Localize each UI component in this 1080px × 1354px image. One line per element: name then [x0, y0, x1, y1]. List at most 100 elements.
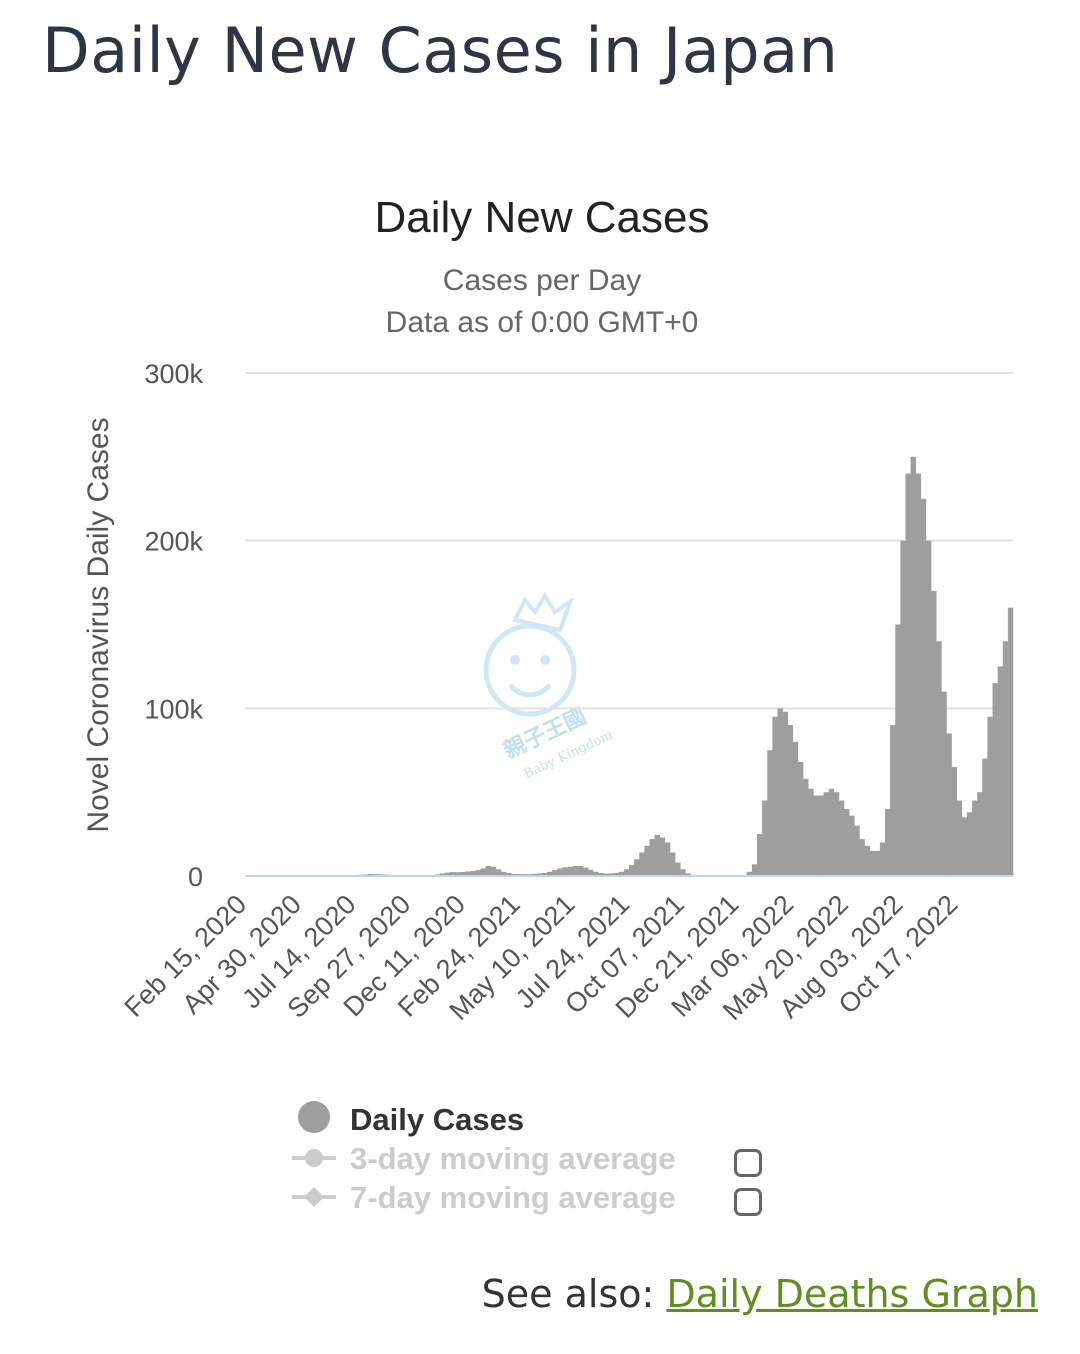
bar: [797, 761, 804, 876]
bar: [787, 725, 794, 876]
legend-marker-diamond-icon: [304, 1187, 324, 1207]
bar: [951, 767, 957, 876]
bar: [567, 866, 573, 876]
bar: [890, 725, 896, 876]
bar: [813, 795, 819, 876]
bar: [987, 716, 993, 876]
bar: [961, 817, 968, 876]
bar: [966, 812, 973, 876]
bar: [762, 800, 768, 876]
legend-item-7-day-average[interactable]: 7-day moving average: [292, 1180, 676, 1215]
bar: [757, 834, 763, 876]
bar: [808, 788, 814, 876]
bar: [910, 456, 917, 876]
see-also: See also: Daily Deaths Graph: [482, 1272, 1038, 1316]
bar: [654, 834, 661, 876]
bar: [506, 872, 512, 876]
y-tick-label: 200k: [144, 527, 203, 557]
bar: [977, 792, 983, 876]
y-axis-ticks: 0 100k 200k 300k: [144, 359, 203, 892]
bar-series-daily-cases: [245, 456, 1014, 876]
bar: [854, 825, 860, 876]
bar: [593, 871, 599, 876]
bar: [828, 788, 835, 876]
bar: [920, 498, 927, 876]
bar: [1007, 607, 1014, 876]
bar: [501, 871, 507, 876]
bar: [490, 866, 497, 876]
legend-item-daily-cases[interactable]: Daily Cases: [298, 1101, 524, 1137]
bar: [582, 867, 589, 876]
bar: [818, 795, 824, 876]
watermark-smile-icon: [508, 683, 552, 698]
legend-item-3-day-average[interactable]: 3-day moving average: [292, 1141, 676, 1176]
bar: [777, 708, 783, 876]
bar: [547, 871, 553, 876]
bar: [879, 842, 886, 876]
bar: [598, 872, 604, 876]
bar: [475, 870, 481, 876]
bar: [680, 869, 686, 876]
bar: [454, 872, 461, 876]
bar: [767, 750, 773, 876]
bar: [849, 815, 855, 876]
bar: [675, 862, 681, 876]
bar: [956, 800, 963, 876]
watermark-face-icon: [483, 623, 577, 717]
daily-deaths-graph-link[interactable]: Daily Deaths Graph: [666, 1272, 1038, 1316]
bar: [460, 871, 466, 876]
bar: [449, 872, 456, 876]
bar: [557, 868, 563, 876]
bar: [874, 850, 881, 876]
bar: [470, 870, 476, 876]
bar: [623, 869, 630, 876]
daily-cases-chart: Daily New Cases Cases per Day Data as of…: [82, 193, 1014, 1215]
bar: [885, 808, 891, 876]
bar: [746, 871, 753, 876]
checkbox-7-day-average[interactable]: [734, 1188, 762, 1216]
watermark-crown-icon: [512, 592, 574, 633]
bar: [685, 873, 691, 876]
legend-marker-circle-icon: [298, 1101, 330, 1133]
bar: [465, 871, 471, 876]
bar: [629, 865, 635, 876]
legend: Daily Cases 3-day moving average 7-day m…: [292, 1101, 676, 1215]
watermark-eye-icon: [540, 655, 550, 665]
bar: [864, 845, 870, 876]
bar: [639, 852, 645, 876]
bar: [541, 872, 548, 876]
bar: [485, 865, 492, 876]
bar: [869, 850, 876, 876]
chart-subtitle-date: Data as of 0:00 GMT+0: [386, 306, 699, 339]
bar: [772, 716, 778, 876]
bar: [608, 873, 614, 876]
bar: [1002, 641, 1009, 876]
checkbox-3-day-average[interactable]: [734, 1149, 762, 1177]
bar: [997, 666, 1004, 876]
bar: [972, 800, 978, 876]
bar: [480, 868, 486, 876]
bar: [511, 873, 517, 876]
watermark-eye-icon: [510, 655, 520, 665]
bar: [613, 872, 620, 876]
legend-marker-dot-icon: [305, 1149, 323, 1167]
watermark-logo: 親子王國 Baby Kingdom: [483, 592, 615, 782]
bar: [536, 873, 543, 876]
bar: [838, 800, 845, 876]
bar: [495, 869, 502, 876]
see-also-prefix: See also:: [481, 1272, 655, 1316]
bar: [859, 839, 865, 876]
bar: [751, 864, 758, 876]
bar: [844, 808, 850, 876]
bar: [439, 873, 445, 876]
legend-label-7-day-average: 7-day moving average: [350, 1180, 676, 1215]
chart-subtitle: Cases per Day: [443, 264, 641, 297]
bar: [516, 873, 522, 876]
bar: [634, 859, 640, 876]
bar: [664, 842, 671, 876]
bar: [644, 845, 650, 876]
bar: [931, 590, 937, 876]
bar: [669, 852, 676, 876]
y-tick-label: 0: [188, 862, 203, 892]
